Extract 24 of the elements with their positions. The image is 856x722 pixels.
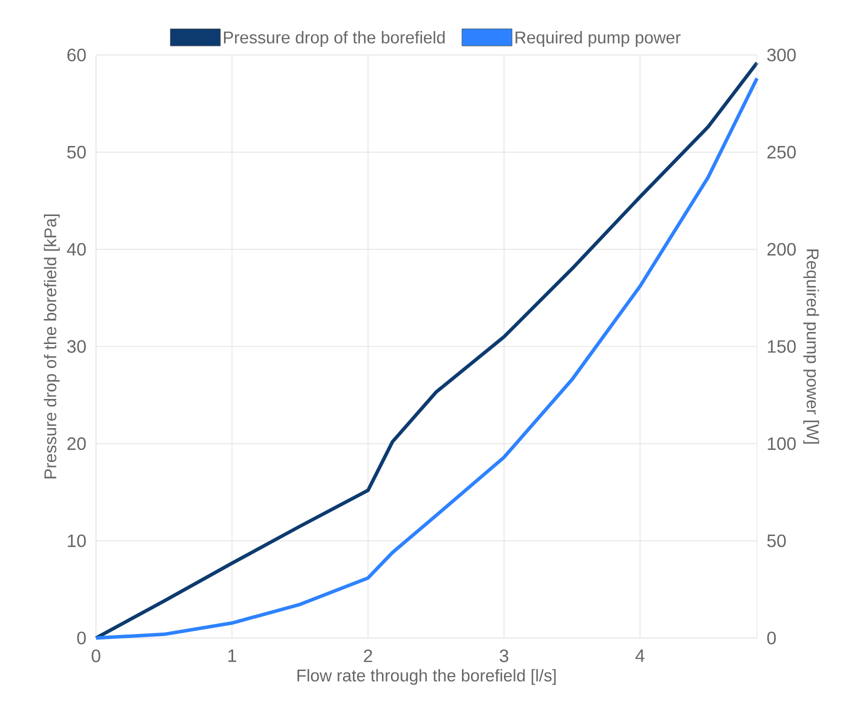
y-axis-title: Pressure drop of the borefield [kPa] bbox=[44, 214, 60, 478]
y-tick-label: 50 bbox=[67, 146, 86, 159]
y-tick-label: 40 bbox=[66, 242, 86, 256]
x-tick-label: 3 bbox=[500, 650, 508, 662]
x-tick-label: 1 bbox=[228, 650, 236, 662]
y-tick-label: 60 bbox=[67, 48, 86, 62]
y2-tick-label: 150 bbox=[768, 340, 796, 353]
y2-tick-label: 50 bbox=[767, 534, 786, 548]
y2-tick-label: 0 bbox=[767, 632, 776, 644]
x-tick-label: 4 bbox=[635, 650, 645, 662]
y2-tick-label: 100 bbox=[768, 437, 796, 450]
x-tick-label: 2 bbox=[364, 650, 372, 662]
y2-tick-label: 250 bbox=[767, 146, 796, 159]
x-axis-title: Flow rate through the borefield [l/s] bbox=[298, 669, 556, 685]
y-tick-label: 0 bbox=[77, 632, 86, 644]
y2-axis-title: Required pump power [W] bbox=[803, 250, 820, 444]
y2-tick-label: 300 bbox=[767, 48, 796, 62]
y-tick-label: 20 bbox=[67, 437, 86, 450]
y2-tick-label: 200 bbox=[767, 242, 796, 256]
y-tick-label: 10 bbox=[68, 534, 86, 548]
legend-label: Required pump power bbox=[516, 31, 681, 47]
y-tick-label: 30 bbox=[67, 340, 86, 353]
x-tick-label: 0 bbox=[92, 650, 100, 662]
legend-label: Pressure drop of the borefield bbox=[224, 31, 445, 47]
